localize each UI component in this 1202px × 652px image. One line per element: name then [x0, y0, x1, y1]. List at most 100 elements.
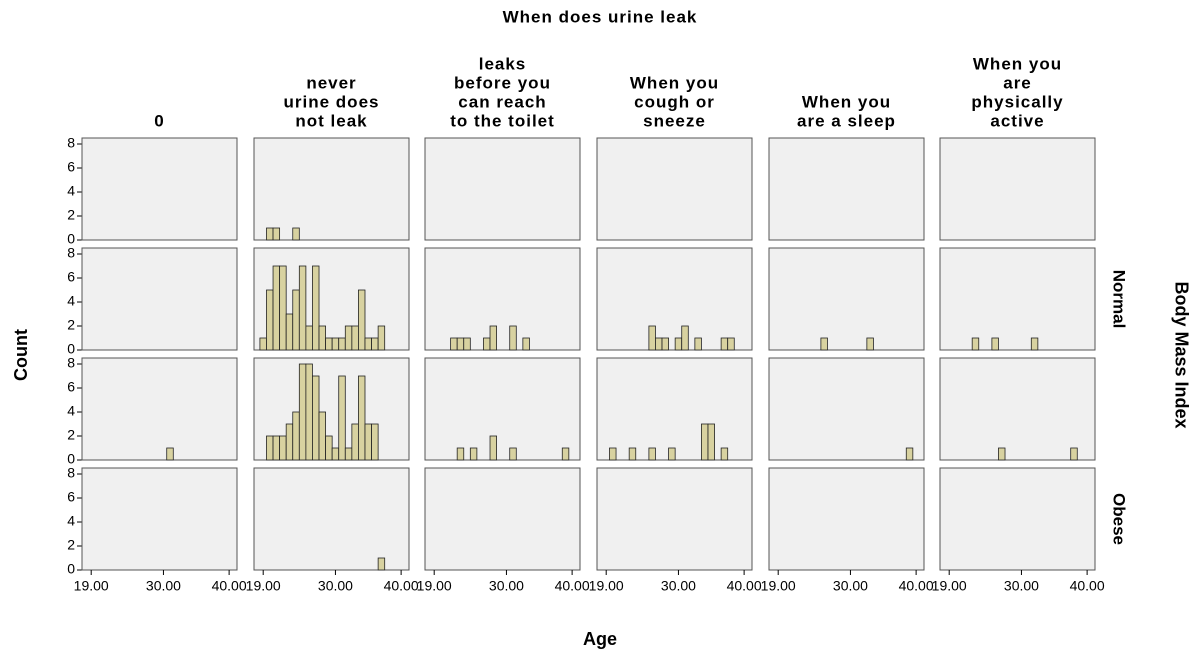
panel: [424, 467, 581, 571]
column-label: active: [990, 111, 1044, 130]
bar: [266, 435, 274, 461]
bar: [279, 435, 287, 461]
x-axis-label: Age: [583, 629, 617, 649]
bar: [338, 337, 346, 351]
chart-title: When does urine leak: [503, 7, 698, 26]
x-tick-label: 19.00: [932, 578, 967, 594]
y-tick-label: 0: [67, 451, 75, 467]
bar: [820, 337, 828, 351]
y-tick-label: 4: [67, 403, 75, 419]
bar: [325, 435, 333, 461]
bar: [701, 423, 709, 461]
bar: [298, 265, 307, 351]
column-label: When you: [802, 92, 891, 111]
bar: [648, 447, 656, 461]
bar: [331, 447, 340, 461]
bar: [364, 337, 372, 351]
bar: [450, 337, 458, 351]
bar: [483, 337, 491, 351]
bar: [292, 227, 300, 241]
bar: [727, 337, 735, 351]
column-label: sneeze: [643, 111, 706, 130]
column-label: can reach: [458, 92, 546, 111]
y-tick-label: 0: [67, 561, 75, 577]
x-tick-label: 40.00: [555, 578, 590, 594]
bar: [489, 435, 497, 461]
y-tick-label: 0: [67, 341, 75, 357]
bar: [259, 337, 267, 351]
panel: [939, 247, 1096, 351]
bar: [292, 289, 300, 351]
bar: [674, 337, 683, 351]
x-tick-label: 40.00: [1070, 578, 1105, 594]
bar: [648, 325, 656, 351]
x-tick-label: 30.00: [833, 578, 868, 594]
row-label: Obese: [1110, 493, 1129, 545]
bar: [358, 289, 366, 351]
y-tick-label: 6: [67, 489, 75, 505]
panel: [81, 137, 238, 241]
panel: [424, 357, 581, 461]
bar: [312, 265, 320, 351]
panel: [596, 467, 753, 571]
panel: [596, 357, 753, 461]
x-tick-label: 19.00: [589, 578, 624, 594]
panel: [596, 247, 753, 351]
bar: [681, 325, 689, 351]
bar: [358, 375, 366, 461]
column-label: leaks: [479, 54, 527, 73]
column-label: never: [306, 73, 356, 92]
bar: [991, 337, 999, 351]
panel: [253, 467, 410, 571]
bar: [489, 325, 497, 351]
bar: [655, 337, 663, 351]
bar: [377, 557, 386, 571]
panel: [939, 357, 1096, 461]
panel: [424, 247, 581, 351]
x-tick-label: 30.00: [489, 578, 524, 594]
panel: [424, 137, 581, 241]
bar: [279, 265, 287, 351]
x-tick-label: 40.00: [727, 578, 762, 594]
bar: [1070, 447, 1078, 461]
bar: [305, 325, 313, 351]
bar: [272, 265, 281, 351]
bar: [285, 423, 294, 461]
column-label: are a sleep: [797, 111, 896, 130]
column-label: urine does: [284, 92, 380, 111]
bar: [371, 423, 379, 461]
bar: [628, 447, 637, 461]
bar: [338, 375, 346, 461]
panel: [768, 357, 925, 461]
bar: [318, 325, 326, 351]
y-tick-label: 2: [67, 427, 75, 443]
y-tick-label: 2: [67, 537, 75, 553]
x-tick-label: 30.00: [661, 578, 696, 594]
bar: [266, 289, 274, 351]
bar: [456, 447, 465, 461]
bar: [1030, 337, 1039, 351]
y-tick-label: 8: [67, 245, 75, 261]
bar: [522, 337, 530, 351]
y-tick-label: 6: [67, 269, 75, 285]
bar: [292, 411, 300, 461]
bar: [344, 447, 353, 461]
bar: [331, 337, 340, 351]
bar: [609, 447, 617, 461]
bar: [866, 337, 874, 351]
x-tick-label: 40.00: [384, 578, 419, 594]
column-label: 0: [154, 111, 164, 130]
bar: [166, 447, 174, 461]
x-tick-label: 30.00: [318, 578, 353, 594]
panel: [253, 137, 410, 241]
y-tick-label: 4: [67, 293, 75, 309]
bar: [266, 227, 274, 241]
bar: [298, 363, 307, 461]
bar: [351, 423, 359, 461]
y-tick-label: 6: [67, 379, 75, 395]
panel: [768, 137, 925, 241]
bar: [364, 423, 372, 461]
bar: [272, 435, 281, 461]
bar: [668, 447, 676, 461]
y-tick-label: 8: [67, 355, 75, 371]
